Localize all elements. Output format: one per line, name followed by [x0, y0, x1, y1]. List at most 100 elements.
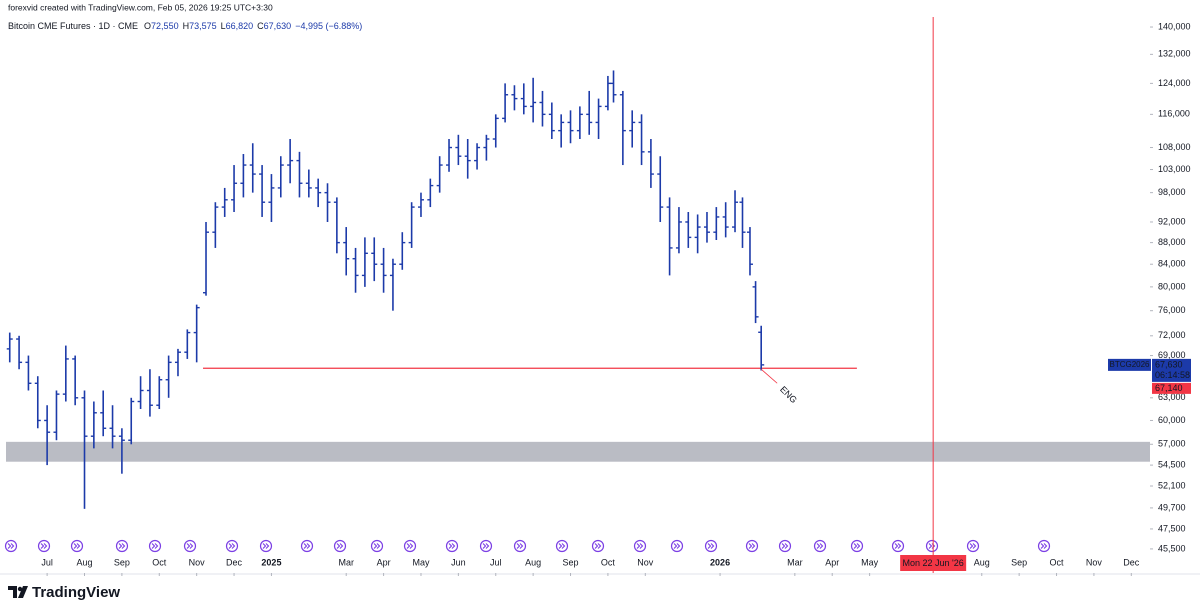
event-icon [333, 539, 347, 553]
y-tick-label: 57,000 [1158, 439, 1186, 449]
ohlc-bar [156, 376, 163, 409]
event-icon [183, 539, 197, 553]
ohlc-bar [16, 335, 23, 370]
countdown: 06:14:58 [1155, 370, 1190, 380]
ohlc-bar [446, 139, 453, 172]
ohlc-bar [184, 329, 191, 359]
y-tick-label: 84,000 [1158, 259, 1186, 269]
event-icon-arrow [40, 543, 48, 549]
ohlc-bar [558, 114, 565, 148]
ohlc-bar [511, 85, 518, 111]
y-tick-label: 108,000 [1158, 142, 1191, 152]
ohlc-bar [231, 165, 238, 212]
y-tick-label: 103,000 [1158, 164, 1191, 174]
x-tick-label: Aug [525, 557, 541, 567]
brand-logo [8, 586, 28, 598]
ohlc-bar [333, 197, 340, 254]
ohlc-bar [380, 247, 387, 293]
event-icon [513, 539, 527, 553]
ohlc-bar [539, 90, 546, 127]
event-icon-arrow [673, 543, 681, 549]
event-icon-arrow [816, 543, 824, 549]
ohlc-bar [343, 227, 350, 276]
crosshair-label-box [900, 555, 967, 571]
price-change: −4,995 (−6.88%) [295, 21, 362, 31]
event-icon [259, 539, 273, 553]
ohlc-bar [758, 325, 765, 371]
event-icon-arrow [303, 543, 311, 549]
y-tick-label: 63,000 [1158, 392, 1186, 402]
x-tick-label: Jul [490, 557, 502, 567]
ohlc-value: 67,630 [264, 21, 292, 31]
ohlc-bar [174, 348, 181, 377]
event-icon-arrow [186, 543, 194, 549]
event-icon-arrow [118, 543, 126, 549]
ohlc-bar [6, 332, 13, 363]
y-tick-label: 45,500 [1158, 543, 1186, 553]
y-tick-label: 52,100 [1158, 480, 1186, 490]
x-tick-label: Sep [114, 557, 130, 567]
ohlc-bar [240, 154, 247, 198]
event-icon-arrow [73, 543, 81, 549]
annotation-leader [760, 368, 778, 384]
x-tick-label: May [412, 557, 430, 567]
event-icon [670, 539, 684, 553]
y-tick-label: 47,500 [1158, 523, 1186, 533]
event-icon-arrow [7, 543, 15, 549]
ohlc-bar [249, 143, 256, 193]
x-tick-label: Dec [226, 557, 243, 567]
event-icon [591, 539, 605, 553]
event-icon [4, 539, 18, 553]
y-tick-label: 60,000 [1158, 415, 1186, 425]
zone [6, 441, 1150, 462]
ohlc-bar [118, 428, 125, 474]
y-tick-label: 72,000 [1158, 330, 1186, 340]
ohlc-bar [109, 405, 116, 449]
y-tick-label: 49,700 [1158, 502, 1186, 512]
brand-name: TradingView [32, 584, 120, 601]
ohlc-key: O [144, 21, 151, 31]
ohlc-bar [361, 237, 368, 287]
ohlc-bar [520, 83, 527, 115]
ohlc-bar [352, 247, 359, 293]
event-icon [445, 539, 459, 553]
ohlc-bar [417, 192, 424, 217]
ohlc-bar [666, 197, 673, 276]
event-icon [148, 539, 162, 553]
event-icon [115, 539, 129, 553]
ohlc-bar [408, 202, 415, 248]
ohlc-bar [81, 390, 88, 509]
ohlc-bar [137, 376, 144, 409]
event-icon-arrow [558, 543, 566, 549]
y-tick-label: 76,000 [1158, 305, 1186, 315]
event-icon [704, 539, 718, 553]
ohlc-bar [713, 207, 720, 240]
event-icon-arrow [336, 543, 344, 549]
ohlc-bar [474, 143, 481, 170]
ohlc-value: 66,820 [226, 21, 254, 31]
event-icon-arrow [1040, 543, 1048, 549]
logo-dot [17, 586, 23, 592]
x-tick-label: Apr [377, 557, 391, 567]
x-tick-label: Oct [601, 557, 616, 567]
x-tick-label: Sep [563, 557, 579, 567]
ohlc-bar [548, 102, 555, 140]
event-icon-arrow [781, 543, 789, 549]
ohlc-bar [483, 134, 490, 161]
event-icon [925, 539, 939, 553]
event-icon [891, 539, 905, 553]
event-icon-arrow [636, 543, 644, 549]
event-icon-arrow [406, 543, 414, 549]
ohlc-bar [576, 106, 583, 140]
x-tick-label: Apr [825, 557, 839, 567]
ohlc-bar [146, 369, 153, 417]
ohlc-bar [34, 376, 41, 429]
ohlc-bar [399, 232, 406, 270]
ohlc-bar [259, 165, 266, 217]
crosshair-label: Mon 22 Jun '26 [903, 558, 964, 568]
event-icon-arrow [228, 543, 236, 549]
ohlc-value: 73,575 [189, 21, 217, 31]
chart-header: Bitcoin CME Futures · 1D · CME O72,550 H73… [8, 21, 362, 31]
